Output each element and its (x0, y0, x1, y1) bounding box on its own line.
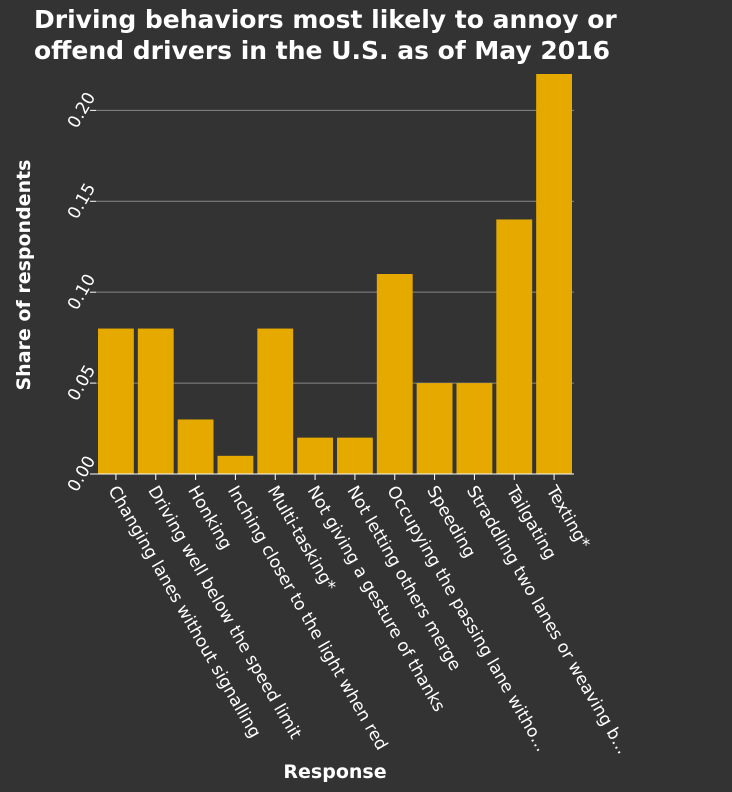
bar (217, 455, 254, 474)
chart-title-line-1: Driving behaviors most likely to annoy o… (34, 5, 617, 34)
x-axis-ticks: Changing lanes without signallingDriving… (104, 474, 633, 758)
bars (97, 74, 573, 474)
bar (97, 328, 134, 474)
y-axis-label: Share of respondents (13, 160, 35, 391)
bar (257, 328, 294, 474)
bar (456, 383, 493, 474)
bar (496, 219, 533, 474)
bar (416, 383, 453, 474)
bar (536, 74, 573, 474)
bar (137, 328, 174, 474)
y-axis-ticks: 0.000.050.100.150.20 (64, 89, 100, 495)
bar (297, 437, 334, 474)
x-tick-label: Straddling two lanes or weaving b... (462, 483, 632, 758)
bar (177, 419, 214, 474)
chart-title: Driving behaviors most likely to annoy o… (34, 4, 724, 66)
bar (336, 437, 373, 474)
bar (376, 274, 413, 474)
x-axis-label: Response (283, 761, 386, 783)
chart-title-line-2: offend drivers in the U.S. as of May 201… (34, 36, 610, 65)
gridlines (96, 109, 574, 384)
